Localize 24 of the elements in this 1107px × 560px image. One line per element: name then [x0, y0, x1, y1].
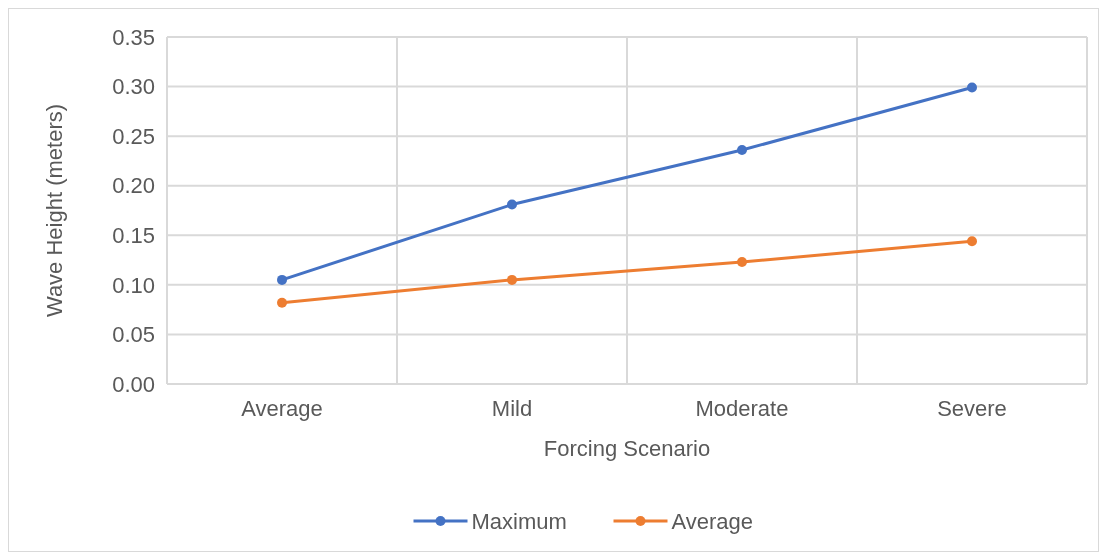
- point: [737, 145, 747, 156]
- x-tick-label: Severe: [937, 396, 1007, 421]
- y-tick-label: 0.35: [112, 24, 155, 50]
- point: [967, 82, 977, 93]
- legend-label: Average: [671, 508, 754, 534]
- y-axis-title: Wave Height (meters): [42, 103, 67, 318]
- x-tick-label: Average: [241, 396, 323, 421]
- point: [507, 199, 517, 210]
- y-tick-label: 0.15: [112, 222, 155, 248]
- y-tick-label: 0.30: [112, 74, 155, 100]
- point: [967, 236, 977, 247]
- y-tick-label: 0.05: [112, 322, 155, 348]
- point: [277, 297, 287, 308]
- point: [277, 274, 287, 285]
- point: [507, 274, 517, 285]
- x-axis-title: Forcing Scenario: [543, 436, 711, 461]
- y-tick-label: 0.25: [112, 123, 155, 149]
- y-tick-label: 0.20: [112, 173, 155, 199]
- y-tick-label: 0.10: [112, 272, 155, 298]
- point: [737, 257, 747, 268]
- x-tick-label: Mild: [491, 396, 533, 421]
- y-tick-label: 0.00: [112, 371, 155, 397]
- x-tick-label: Moderate: [695, 396, 789, 421]
- legend-label: Maximum: [471, 508, 567, 534]
